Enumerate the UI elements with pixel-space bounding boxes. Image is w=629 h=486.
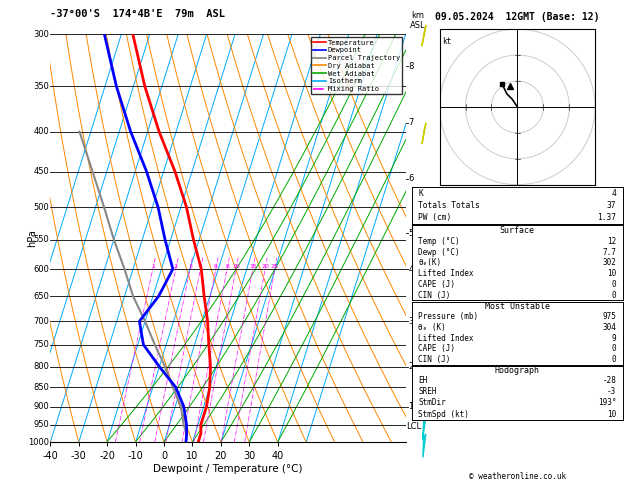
Text: 302: 302	[603, 259, 616, 267]
Text: 350: 350	[33, 82, 49, 91]
Text: 7: 7	[409, 119, 414, 127]
Text: K: K	[418, 189, 423, 198]
Text: Pressure (mb): Pressure (mb)	[418, 312, 479, 321]
Polygon shape	[422, 199, 426, 220]
Text: 950: 950	[33, 420, 49, 429]
Text: PW (cm): PW (cm)	[418, 213, 452, 222]
Text: Hodograph: Hodograph	[495, 366, 540, 375]
Text: 850: 850	[33, 382, 49, 392]
Text: 10: 10	[607, 410, 616, 419]
Text: -37°00'S  174°4B'E  79m  ASL: -37°00'S 174°4B'E 79m ASL	[50, 9, 225, 19]
Polygon shape	[423, 417, 426, 439]
Text: CIN (J): CIN (J)	[418, 291, 451, 299]
Text: StmSpd (kt): StmSpd (kt)	[418, 410, 469, 419]
Polygon shape	[422, 25, 426, 46]
Text: 25: 25	[271, 264, 279, 269]
Text: 800: 800	[33, 362, 49, 371]
Text: Lifted Index: Lifted Index	[418, 269, 474, 278]
Text: 1.37: 1.37	[598, 213, 616, 222]
Text: CIN (J): CIN (J)	[418, 355, 451, 364]
Text: 750: 750	[33, 340, 49, 349]
Polygon shape	[422, 260, 426, 282]
Text: 400: 400	[33, 127, 49, 136]
Text: © weatheronline.co.uk: © weatheronline.co.uk	[469, 472, 566, 481]
Text: hPa: hPa	[28, 229, 38, 247]
Text: 4: 4	[611, 189, 616, 198]
Text: 3: 3	[188, 264, 192, 269]
Text: θₑ(K): θₑ(K)	[418, 259, 442, 267]
Polygon shape	[422, 358, 426, 380]
Text: 8: 8	[225, 264, 229, 269]
Text: SREH: SREH	[418, 387, 437, 396]
Text: 975: 975	[603, 312, 616, 321]
Polygon shape	[422, 312, 426, 334]
Text: 304: 304	[603, 323, 616, 332]
Text: 700: 700	[33, 317, 49, 326]
Text: Surface: Surface	[500, 226, 535, 235]
Text: 8: 8	[409, 62, 414, 71]
Text: 09.05.2024  12GMT (Base: 12): 09.05.2024 12GMT (Base: 12)	[435, 12, 599, 22]
Text: 1: 1	[151, 264, 155, 269]
Text: 0: 0	[612, 280, 616, 289]
Text: 1000: 1000	[28, 438, 49, 447]
Text: StmDir: StmDir	[418, 399, 446, 407]
Text: 300: 300	[33, 30, 49, 38]
Text: 2: 2	[174, 264, 178, 269]
Text: LCL: LCL	[406, 422, 421, 431]
Text: 550: 550	[33, 235, 49, 244]
Polygon shape	[423, 379, 426, 401]
Text: 9: 9	[612, 333, 616, 343]
Text: 10: 10	[607, 269, 616, 278]
Text: 7.7: 7.7	[603, 248, 616, 257]
Text: 0: 0	[612, 291, 616, 299]
Text: 450: 450	[33, 167, 49, 176]
Text: 650: 650	[33, 292, 49, 301]
Text: 5: 5	[409, 229, 414, 238]
Text: CAPE (J): CAPE (J)	[418, 280, 455, 289]
Text: Lifted Index: Lifted Index	[418, 333, 474, 343]
X-axis label: Dewpoint / Temperature (°C): Dewpoint / Temperature (°C)	[153, 464, 303, 474]
Text: -3: -3	[607, 387, 616, 396]
Text: EH: EH	[418, 376, 428, 384]
Text: 500: 500	[33, 203, 49, 212]
Legend: Temperature, Dewpoint, Parcel Trajectory, Dry Adiabat, Wet Adiabat, Isotherm, Mi: Temperature, Dewpoint, Parcel Trajectory…	[311, 37, 402, 94]
Text: θₑ (K): θₑ (K)	[418, 323, 446, 332]
Text: -28: -28	[603, 376, 616, 384]
Text: km
ASL: km ASL	[410, 11, 426, 30]
Text: Totals Totals: Totals Totals	[418, 201, 480, 210]
Text: 4: 4	[409, 264, 414, 274]
Polygon shape	[422, 123, 426, 144]
Polygon shape	[423, 434, 426, 457]
Text: 6: 6	[409, 174, 414, 183]
Text: 10: 10	[232, 264, 240, 269]
Text: 6: 6	[214, 264, 218, 269]
Text: Temp (°C): Temp (°C)	[418, 237, 460, 246]
Text: 15: 15	[249, 264, 257, 269]
Text: 900: 900	[33, 402, 49, 411]
Text: Most Unstable: Most Unstable	[485, 302, 550, 311]
Text: Dewp (°C): Dewp (°C)	[418, 248, 460, 257]
Text: 3: 3	[409, 317, 414, 326]
Text: CAPE (J): CAPE (J)	[418, 345, 455, 353]
Text: kt: kt	[442, 37, 452, 46]
Polygon shape	[423, 398, 426, 421]
Text: 193°: 193°	[598, 399, 616, 407]
Text: 12: 12	[607, 237, 616, 246]
Text: 20: 20	[261, 264, 269, 269]
Text: 0: 0	[612, 355, 616, 364]
Text: 0: 0	[612, 345, 616, 353]
Text: 37: 37	[607, 201, 616, 210]
Text: 1: 1	[409, 402, 414, 411]
Text: 2: 2	[409, 362, 414, 371]
Text: 4: 4	[199, 264, 203, 269]
Text: 600: 600	[33, 264, 49, 274]
